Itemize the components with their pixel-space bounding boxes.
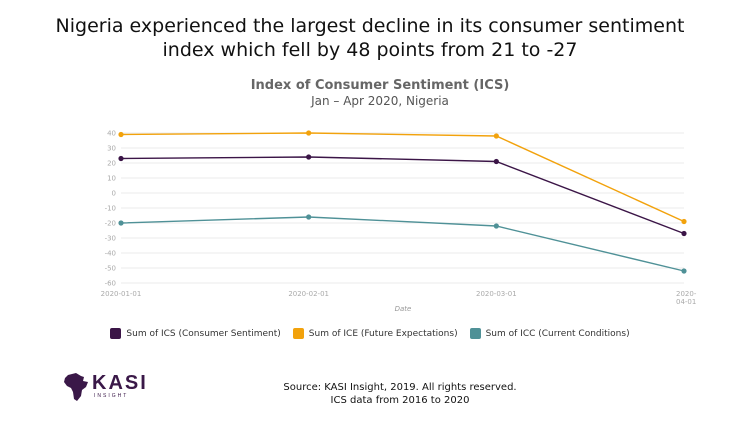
data-point [493, 158, 499, 165]
africa-map-icon [64, 373, 88, 401]
x-tick-label: 2020-02-01 [288, 290, 329, 298]
data-point [118, 131, 124, 138]
x-tick-label: 2020-01-01 [101, 290, 142, 298]
x-axis: 2020-01-01 2020-02-01 2020-03-01 2020-04-01 [101, 290, 697, 306]
y-tick-label: 0 [112, 190, 116, 198]
chart-subtitle: Jan – Apr 2020, Nigeria [311, 94, 449, 108]
y-tick-label: -20 [105, 220, 116, 228]
data-point [681, 218, 687, 225]
series-line-2 [120, 216, 685, 272]
legend-item[interactable]: Sum of ICE (Future Expectations) [292, 328, 458, 339]
legend: Sum of ICS (Consumer Sentiment) Sum of IC… [0, 328, 740, 339]
kasi-logo: KASI INSIGHT [62, 372, 172, 402]
legend-item[interactable]: Sum of ICC (Current Conditions) [469, 328, 630, 339]
y-tick-label: 20 [107, 160, 116, 168]
legend-swatch [110, 328, 122, 339]
x-tick-label: 2020-03-01 [476, 290, 517, 298]
source-line-1: Source: KASI Insight, 2019. All rights r… [283, 382, 517, 393]
source-line-2: ICS data from 2016 to 2020 [330, 395, 470, 406]
data-point [681, 268, 687, 274]
data-point [306, 130, 312, 136]
series-line-1 [120, 132, 685, 223]
x-axis-label: Date [395, 305, 412, 313]
source-note: Source: KASI Insight, 2019. All rights r… [200, 381, 600, 407]
data-point [118, 220, 124, 226]
legend-swatch [292, 328, 304, 339]
series-group [118, 130, 687, 274]
y-tick-label: -40 [105, 250, 116, 258]
data-point [681, 230, 687, 237]
y-tick-label: -50 [105, 265, 116, 273]
y-tick-label: -30 [105, 235, 116, 243]
y-tick-label: 30 [107, 145, 116, 153]
y-tick-label: -60 [105, 280, 116, 288]
y-tick-label: 40 [107, 130, 116, 138]
data-point [306, 214, 312, 220]
chart-title: Index of Consumer Sentiment (ICS) [250, 78, 510, 93]
grid [121, 132, 684, 284]
legend-item[interactable]: Sum of ICS (Consumer Sentiment) [110, 328, 281, 339]
series-line-0 [120, 156, 685, 235]
y-tick-label: -10 [105, 205, 116, 213]
legend-label: Sum of ICC (Current Conditions) [485, 328, 630, 339]
logo-tagline: INSIGHT [94, 393, 129, 399]
headline: Nigeria experienced the largest decline … [0, 14, 740, 62]
y-tick-label: 10 [107, 175, 116, 183]
y-axis: 40 30 20 10 0 -10 -20 -30 -40 -50 -60 [105, 130, 116, 288]
headline-line-1: Nigeria experienced the largest decline … [55, 15, 685, 37]
data-point [306, 154, 312, 160]
data-point [118, 155, 124, 162]
data-point [493, 223, 499, 229]
logo-wordmark: KASI [92, 372, 148, 394]
headline-line-2: index which fell by 48 points from 21 to… [162, 39, 578, 61]
data-point [493, 133, 499, 139]
legend-label: Sum of ICE (Future Expectations) [308, 328, 458, 339]
legend-swatch [469, 328, 481, 339]
legend-label: Sum of ICS (Consumer Sentiment) [126, 328, 281, 339]
x-tick-label: 2020-04-01 [676, 290, 697, 306]
